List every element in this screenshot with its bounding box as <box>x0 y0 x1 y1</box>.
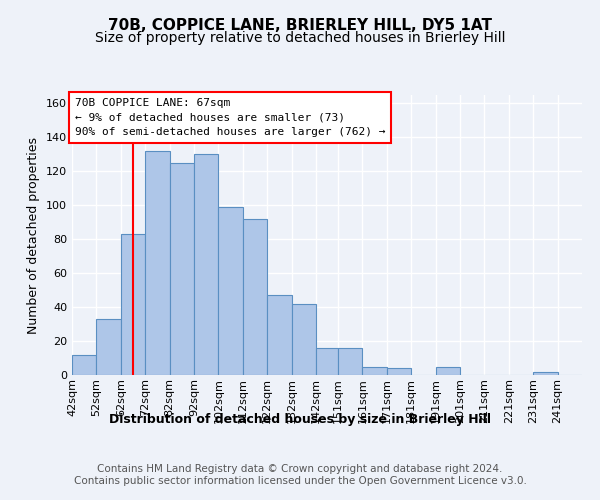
Text: 70B, COPPICE LANE, BRIERLEY HILL, DY5 1AT: 70B, COPPICE LANE, BRIERLEY HILL, DY5 1A… <box>108 18 492 32</box>
Bar <box>316 348 338 375</box>
Y-axis label: Number of detached properties: Number of detached properties <box>28 136 40 334</box>
Bar <box>121 234 145 375</box>
Bar <box>387 368 411 375</box>
Bar <box>218 207 243 375</box>
Bar <box>145 151 170 375</box>
Bar <box>338 348 362 375</box>
Bar <box>533 372 557 375</box>
Text: Size of property relative to detached houses in Brierley Hill: Size of property relative to detached ho… <box>95 31 505 45</box>
Bar <box>436 366 460 375</box>
Bar <box>170 163 194 375</box>
Bar <box>292 304 316 375</box>
Text: Contains public sector information licensed under the Open Government Licence v3: Contains public sector information licen… <box>74 476 526 486</box>
Bar <box>243 219 267 375</box>
Bar <box>267 295 292 375</box>
Bar <box>362 366 387 375</box>
Bar <box>97 319 121 375</box>
Bar <box>72 354 97 375</box>
Text: Distribution of detached houses by size in Brierley Hill: Distribution of detached houses by size … <box>109 412 491 426</box>
Text: 70B COPPICE LANE: 67sqm
← 9% of detached houses are smaller (73)
90% of semi-det: 70B COPPICE LANE: 67sqm ← 9% of detached… <box>74 98 385 138</box>
Bar <box>194 154 218 375</box>
Text: Contains HM Land Registry data © Crown copyright and database right 2024.: Contains HM Land Registry data © Crown c… <box>97 464 503 474</box>
